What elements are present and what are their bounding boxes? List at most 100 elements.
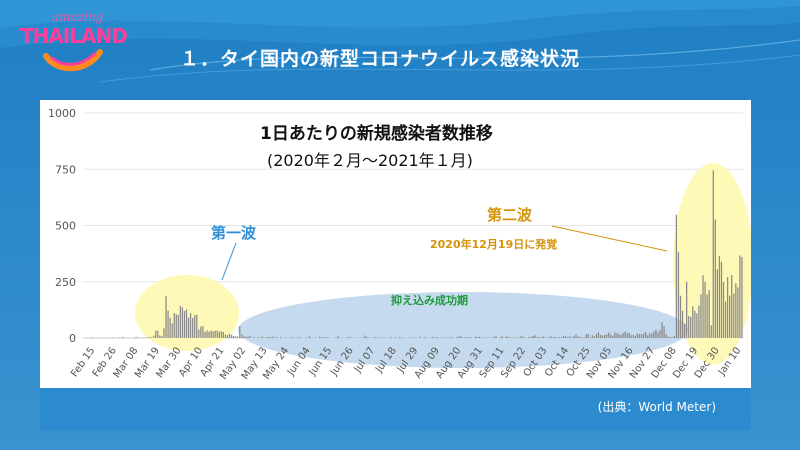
bar	[714, 219, 716, 338]
suppression-highlight	[238, 292, 688, 368]
bar	[349, 336, 352, 338]
bar	[718, 255, 721, 338]
first-wave-label: 第一波	[211, 224, 257, 242]
header-wave-decoration	[0, 0, 800, 83]
bar	[495, 335, 497, 338]
bar	[708, 290, 710, 338]
bar	[444, 337, 446, 338]
bar	[204, 331, 206, 338]
bar	[681, 310, 684, 338]
bar	[175, 314, 177, 338]
bar	[583, 337, 585, 338]
bar	[153, 335, 155, 338]
bar	[159, 335, 161, 338]
bar	[540, 337, 542, 338]
bar	[253, 337, 255, 338]
bar	[558, 336, 561, 338]
bar	[601, 335, 604, 338]
bar	[276, 337, 278, 338]
second-wave-leader	[551, 225, 668, 252]
bar	[704, 281, 706, 338]
bar	[733, 293, 735, 338]
bar	[233, 335, 235, 338]
bar	[554, 336, 557, 338]
bar	[323, 337, 325, 338]
bar	[659, 329, 661, 338]
bar	[640, 334, 643, 338]
bar	[122, 336, 124, 338]
bar	[476, 337, 479, 338]
source-note: (出典：World Meter)	[597, 400, 716, 414]
bar	[208, 331, 210, 338]
bar	[376, 337, 378, 338]
bar	[612, 335, 614, 338]
bar	[507, 336, 509, 338]
bottom-band	[40, 388, 751, 430]
bar	[663, 326, 665, 338]
bar	[679, 295, 682, 338]
bar	[192, 317, 194, 338]
bar	[534, 335, 536, 338]
second-wave-date-label: 2020年12月19日に発覚	[430, 238, 558, 251]
bar	[206, 330, 208, 338]
bar	[688, 315, 690, 338]
bar	[409, 337, 411, 338]
bar	[647, 335, 649, 338]
bar	[173, 313, 175, 338]
bar	[632, 334, 634, 338]
bar	[595, 333, 598, 338]
bar	[565, 336, 567, 338]
bar	[450, 337, 452, 338]
chart-y-ticks: 0 250 500 750 1000	[48, 107, 76, 345]
y-tick-label: 500	[55, 220, 76, 233]
bar	[399, 337, 401, 338]
bar	[220, 331, 222, 338]
bar	[458, 336, 460, 338]
bar	[478, 336, 481, 338]
first-wave-leader	[221, 242, 237, 281]
bar	[216, 330, 218, 338]
bar	[265, 337, 268, 338]
bar	[599, 334, 602, 338]
bar	[560, 337, 563, 338]
bar	[161, 336, 163, 338]
bar	[706, 294, 708, 338]
bar	[735, 283, 737, 338]
bar	[374, 337, 376, 338]
bar	[226, 335, 229, 338]
bar	[415, 337, 417, 338]
bar	[212, 331, 214, 338]
bar	[464, 337, 466, 338]
chart-bars	[89, 170, 743, 338]
bar	[247, 336, 249, 338]
bar	[308, 336, 311, 338]
bar	[134, 337, 136, 338]
bar	[694, 310, 696, 338]
bar	[280, 336, 282, 338]
chart-subtitle: (2020年２月～2021年１月)	[267, 151, 473, 170]
bar	[726, 277, 729, 338]
bar	[710, 325, 712, 338]
bar	[577, 336, 579, 338]
bar	[327, 337, 329, 338]
bar	[183, 311, 186, 338]
bar	[493, 336, 495, 338]
bar	[528, 336, 530, 338]
bar	[177, 314, 179, 338]
bar	[675, 214, 678, 338]
bar	[237, 336, 239, 338]
bar	[655, 329, 657, 338]
logo-text-small: amazing	[52, 10, 104, 24]
bar	[522, 336, 524, 338]
bar	[196, 314, 198, 338]
logo-text-big: THAILAND	[20, 24, 128, 48]
bar	[394, 337, 397, 338]
bar	[683, 323, 686, 338]
suppression-label: 抑え込み成功期	[391, 294, 468, 307]
bar	[218, 331, 220, 338]
bar	[634, 335, 637, 338]
bar	[671, 337, 673, 338]
bar	[593, 336, 596, 338]
bar	[661, 322, 663, 338]
bar	[620, 334, 622, 338]
